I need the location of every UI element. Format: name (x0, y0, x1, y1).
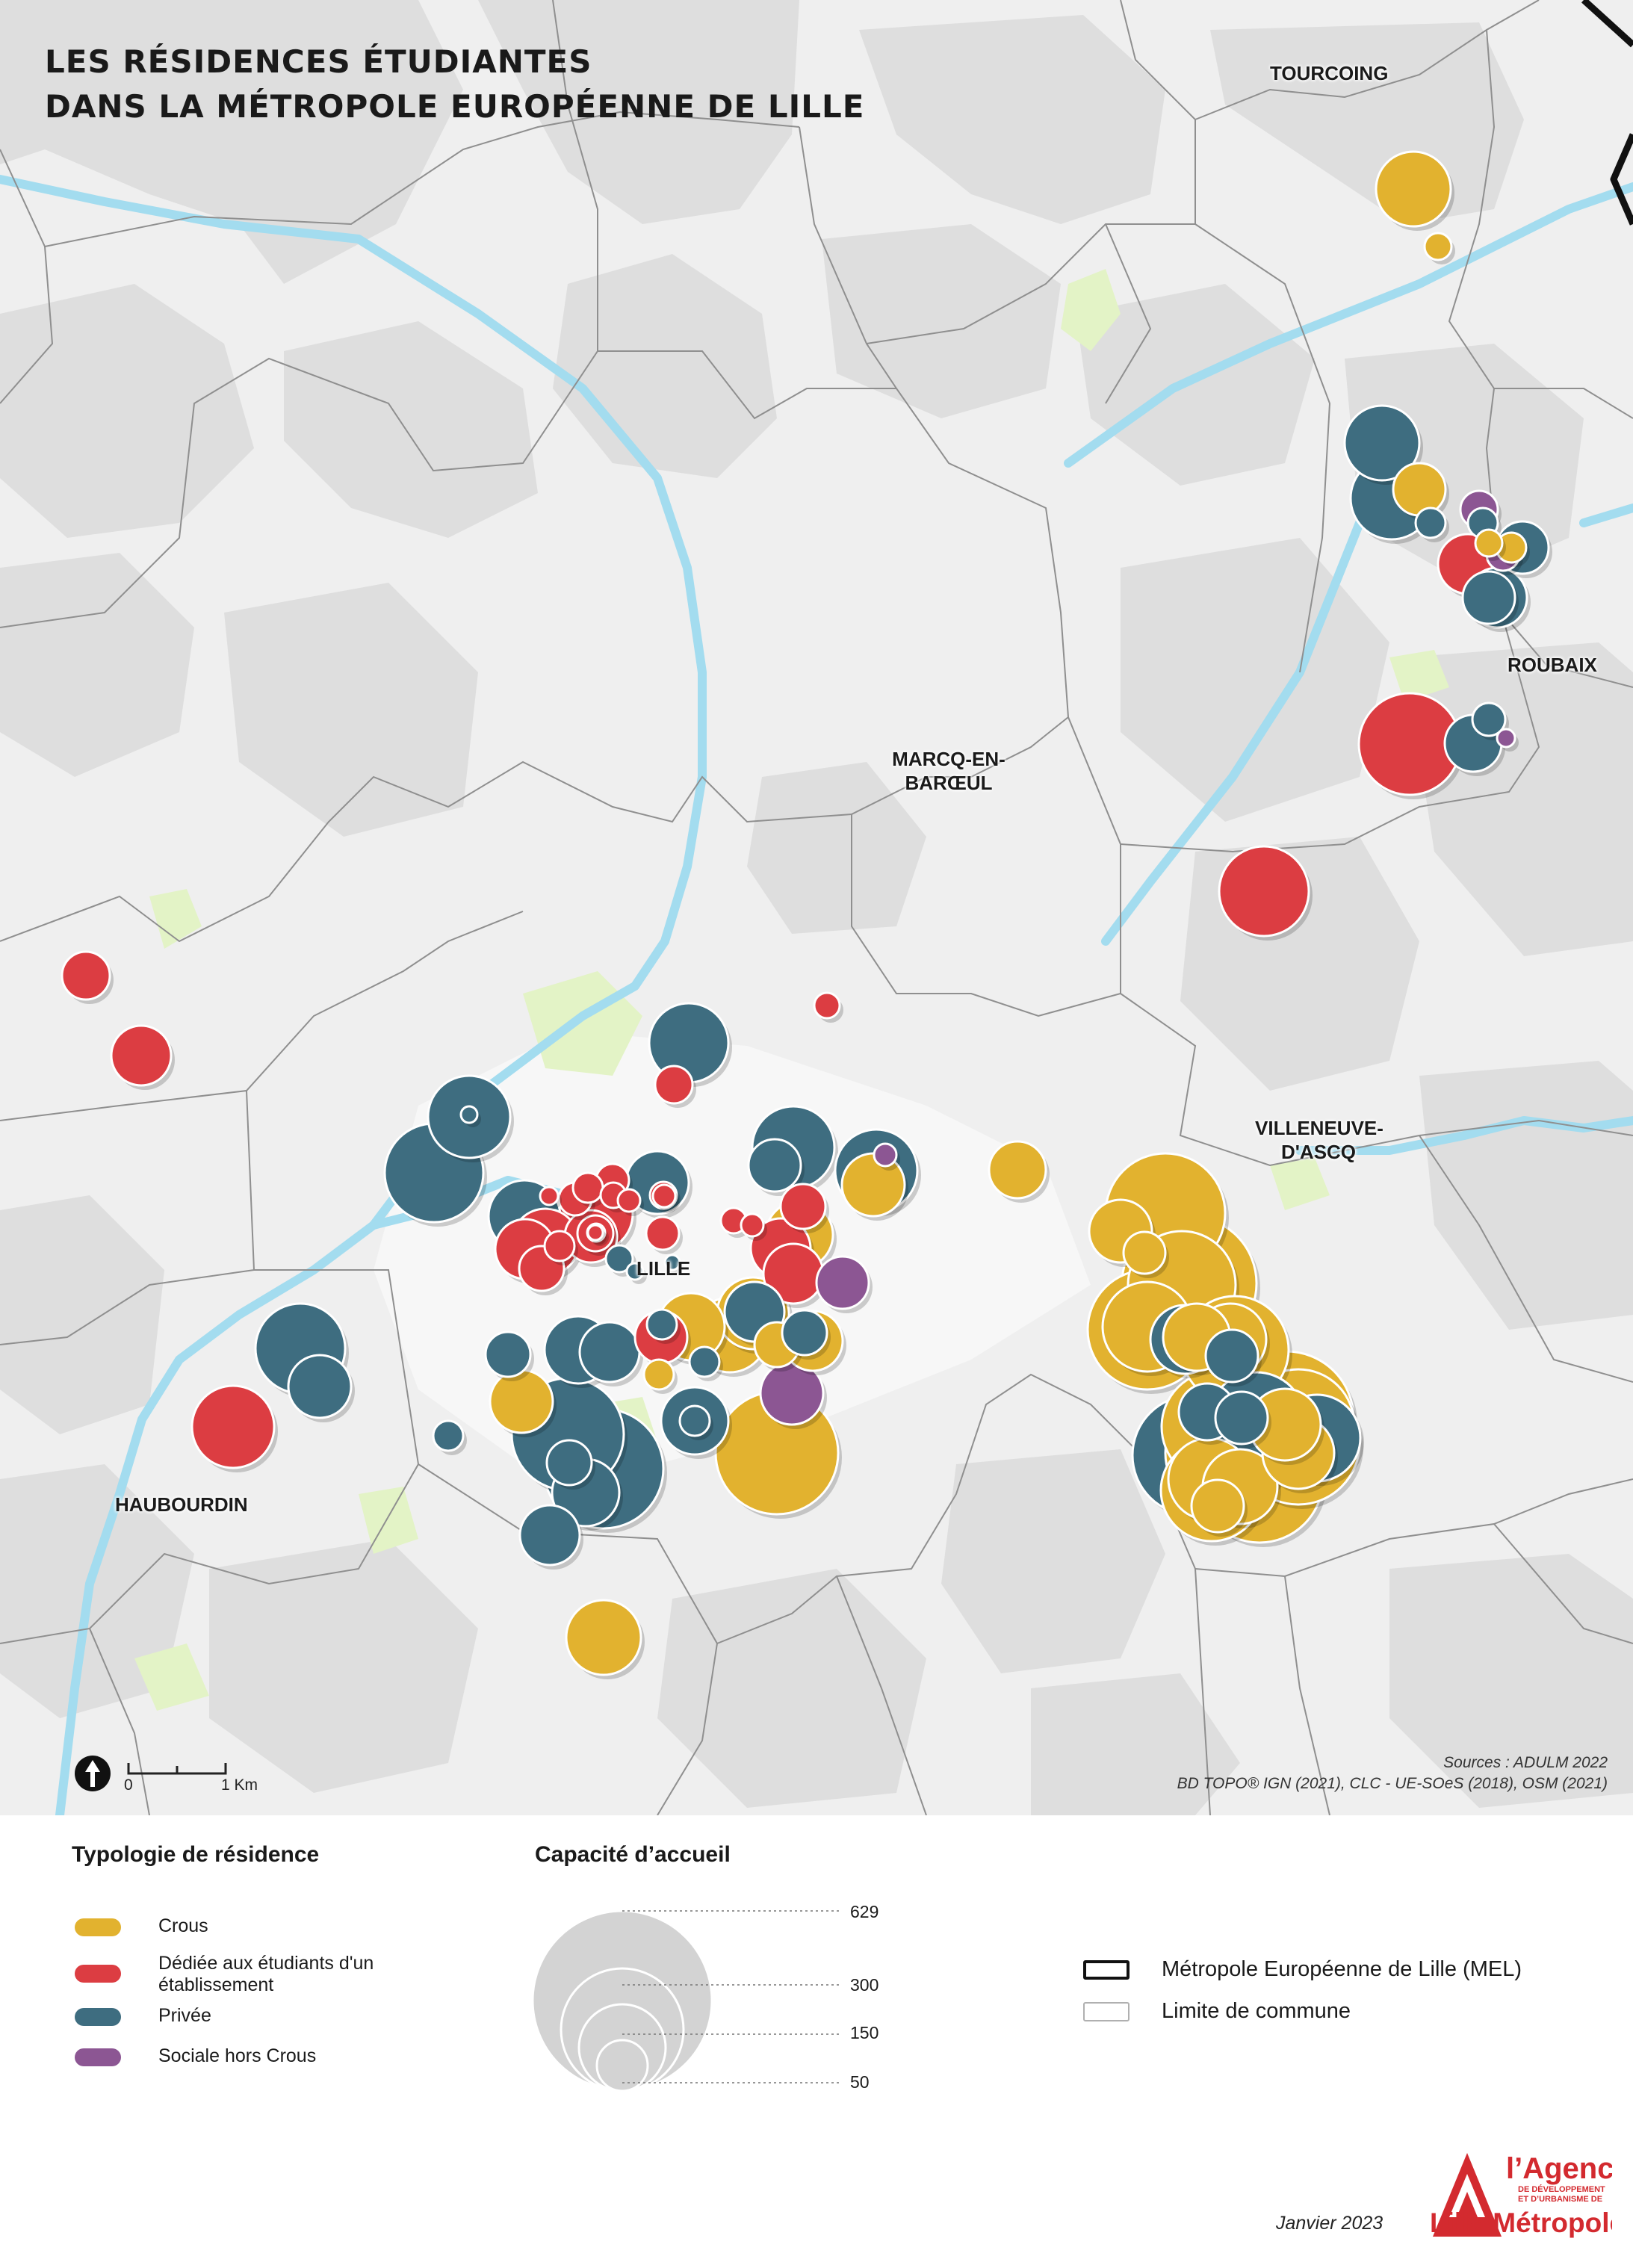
svg-text:l’Agence: l’Agence (1506, 2152, 1612, 2185)
scale-label-zero: 0 (124, 1776, 133, 1794)
residence-marker-privee[interactable] (484, 1330, 532, 1378)
legend-limit-mel: Métropole Européenne de Lille (MEL) (1162, 1957, 1522, 1981)
residence-marker-privee[interactable] (1471, 701, 1507, 737)
residence-marker-etablissement[interactable] (616, 1188, 642, 1213)
residence-marker-privee[interactable] (663, 1254, 681, 1271)
legend-type-label: Dédiée aux étudiants d'un établissement (158, 1953, 374, 1995)
capacity-circle-50 (595, 2039, 649, 2092)
scale-bar (127, 1763, 227, 1775)
residence-marker-crous[interactable] (565, 1599, 642, 1676)
commune-boundaries (0, 0, 1633, 1815)
residence-marker-privee[interactable] (781, 1309, 828, 1357)
residence-marker-privee[interactable] (518, 1504, 581, 1567)
sources-line-1: Sources : ADULM 2022 (1443, 1754, 1608, 1771)
residence-markers (61, 150, 1552, 1679)
residence-marker-etablissement[interactable] (645, 1215, 681, 1251)
capacity-label-150: 150 (850, 2023, 879, 2042)
residence-marker-privee[interactable] (1214, 1390, 1269, 1446)
legend-type-label: Crous (158, 1915, 208, 1936)
residence-marker-crous[interactable] (1392, 462, 1447, 517)
residence-marker-privee[interactable] (645, 1308, 678, 1341)
legend-type-label: Privée (158, 2005, 211, 2026)
residence-marker-crous[interactable] (1375, 150, 1452, 228)
residence-marker-crous[interactable] (988, 1140, 1047, 1200)
legend-capacity-title: Capacité d’accueil (535, 1842, 731, 1867)
residence-marker-etablissement[interactable] (539, 1186, 560, 1206)
capacity-circles (531, 1909, 840, 2092)
residence-marker-etablissement[interactable] (740, 1212, 765, 1238)
map-canvas (0, 0, 1633, 1815)
residence-marker-sociale[interactable] (873, 1142, 898, 1168)
mel-boundary (1581, 0, 1633, 226)
legend-type-crous: Crous (75, 1915, 463, 1960)
legend-type-label: Sociale hors Crous (158, 2045, 317, 2066)
residence-marker-crous[interactable] (1122, 1230, 1167, 1275)
swatch-privee (75, 2008, 121, 2026)
residence-marker-etablissement[interactable] (651, 1183, 677, 1209)
swatch-crous (75, 1918, 121, 1936)
capacity-label-629: 629 (850, 1902, 879, 1921)
residence-marker-privee[interactable] (1204, 1328, 1259, 1384)
svg-text:DE DÉVELOPPEMENT: DE DÉVELOPPEMENT (1518, 2184, 1605, 2194)
legend-type-sociale: Sociale hors Crous (75, 2045, 463, 2090)
legend-limit-commune: Limite de commune (1162, 1999, 1351, 2023)
waterways (0, 175, 1633, 1815)
residence-marker-etablissement[interactable] (779, 1183, 827, 1230)
city-label-villeneuve: VILLENEUVE-D'ASCQ (1255, 1117, 1383, 1163)
map-area[interactable]: LES RÉSIDENCES ÉTUDIANTES DANS LA MÉTROP… (0, 0, 1633, 1815)
north-arrow (75, 1756, 111, 1791)
residence-marker-etablissement[interactable] (586, 1224, 604, 1242)
svg-text:Lille Métropole: Lille Métropole (1430, 2207, 1612, 2238)
residence-marker-privee[interactable] (747, 1138, 802, 1193)
residence-marker-etablissement[interactable] (1218, 845, 1310, 938)
svg-text:ET D’URBANISME DE: ET D’URBANISME DE (1518, 2195, 1602, 2204)
residence-marker-privee[interactable] (1414, 506, 1447, 539)
city-label-roubaix: ROUBAIX (1507, 654, 1597, 676)
residence-marker-crous[interactable] (642, 1358, 675, 1391)
residence-marker-crous[interactable] (489, 1369, 554, 1434)
residence-marker-sociale[interactable] (1496, 728, 1516, 749)
swatch-sociale (75, 2048, 121, 2066)
residence-marker-privee[interactable] (604, 1244, 634, 1274)
legend-type-etablissement: Dédiée aux étudiants d'un établissement (75, 1953, 463, 1998)
residence-marker-etablissement[interactable] (190, 1384, 276, 1469)
residence-marker-etablissement[interactable] (571, 1171, 604, 1204)
residence-marker-privee[interactable] (1343, 404, 1421, 482)
residence-marker-privee[interactable] (459, 1105, 479, 1124)
map-title-line-1: LES RÉSIDENCES ÉTUDIANTES (45, 43, 592, 80)
residence-marker-sociale[interactable] (815, 1255, 870, 1310)
swatch-commune-boundary (1083, 2002, 1130, 2021)
residence-marker-etablissement[interactable] (654, 1065, 694, 1105)
residence-marker-privee[interactable] (287, 1354, 353, 1419)
residence-marker-privee[interactable] (432, 1419, 465, 1452)
residence-marker-privee[interactable] (1461, 570, 1516, 625)
residence-marker-privee[interactable] (578, 1321, 641, 1384)
city-label-tourcoing: TOURCOING (1270, 62, 1389, 84)
residence-marker-privee[interactable] (678, 1404, 711, 1437)
city-label-haubourdin: HAUBOURDIN (115, 1493, 248, 1516)
swatch-mel-boundary (1083, 1960, 1130, 1980)
residence-marker-privee[interactable] (688, 1345, 721, 1378)
swatch-etablissement (75, 1965, 121, 1983)
capacity-label-50: 50 (850, 2072, 870, 2092)
city-label-lille: LILLE (636, 1257, 691, 1280)
legend-type-privee: Privée (75, 2005, 463, 2050)
residence-marker-etablissement[interactable] (110, 1024, 173, 1087)
residence-marker-crous[interactable] (1474, 528, 1504, 558)
city-label-marcq: MARCQ-EN-BARŒUL (892, 748, 1005, 794)
residence-marker-crous[interactable] (1190, 1478, 1245, 1534)
sources-line-2: BD TOPO® IGN (2021), CLC - UE-SOeS (2018… (1177, 1775, 1608, 1792)
scale-label-one: 1 Km (221, 1776, 258, 1794)
residence-marker-privee[interactable] (625, 1262, 645, 1281)
map-title-line-2: DANS LA MÉTROPOLE EUROPÉENNE DE LILLE (45, 88, 865, 125)
agency-logo: l’Agence DE DÉVELOPPEMENT ET D’URBANISME… (1430, 2152, 1612, 2238)
residence-marker-crous[interactable] (1423, 232, 1453, 261)
residence-marker-etablissement[interactable] (61, 950, 111, 1001)
residence-marker-privee[interactable] (545, 1439, 593, 1487)
residence-marker-etablissement[interactable] (813, 991, 841, 1020)
residence-marker-etablissement[interactable] (543, 1230, 576, 1262)
legend-typology-title: Typologie de résidence (72, 1842, 320, 1867)
capacity-label-300: 300 (850, 1975, 879, 1995)
publication-date: Janvier 2023 (1276, 2213, 1383, 2234)
